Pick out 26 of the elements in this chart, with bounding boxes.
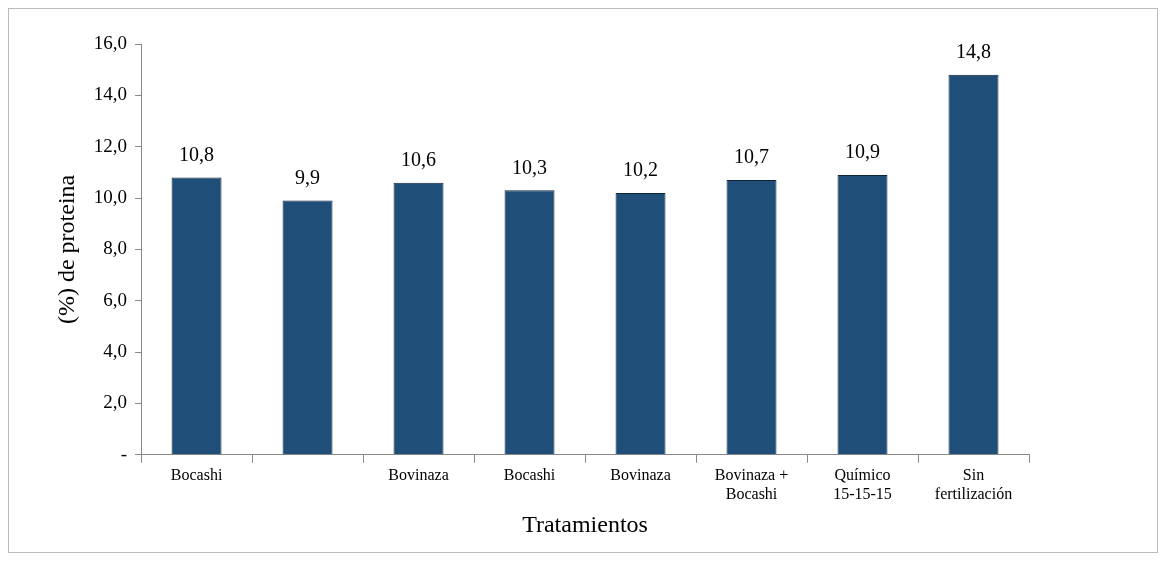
data-label: 10,8 [179,142,215,165]
y-tick-label: 12,0 [93,134,128,156]
data-label: 10,6 [401,147,437,170]
y-tick-label: 2,0 [103,391,128,413]
x-tick-label: Sin fertilización [934,465,1013,502]
data-label: 14,8 [956,40,991,63]
x-tick-label: Bovinaza + Bocashi [714,465,789,502]
x-tick-label: Bocashi [503,465,556,483]
y-tick-label: 4,0 [103,340,128,362]
data-label: 9,9 [295,165,321,188]
x-axis-title: Tratamientos [522,510,648,537]
data-label: 10,7 [734,145,770,168]
x-tick-label: Bovinaza [610,465,671,483]
y-tick-label: 6,0 [103,288,128,310]
data-label: 10,9 [845,140,881,163]
y-axis-title: (%) de proteina [52,174,79,325]
data-label: 10,3 [512,155,548,178]
y-tick-label: 10,0 [93,186,128,208]
y-tick-label: 16,0 [93,31,128,53]
y-tick-label: 14,0 [93,83,128,105]
data-label: 10,2 [623,158,659,181]
x-tick-label: Bovinaza [388,465,449,483]
y-tick-label: 8,0 [103,237,128,259]
x-tick-label: Químico 15-15-15 [833,465,892,502]
y-tick-label: - [120,442,128,464]
x-tick-label: Bocashi [170,465,223,483]
